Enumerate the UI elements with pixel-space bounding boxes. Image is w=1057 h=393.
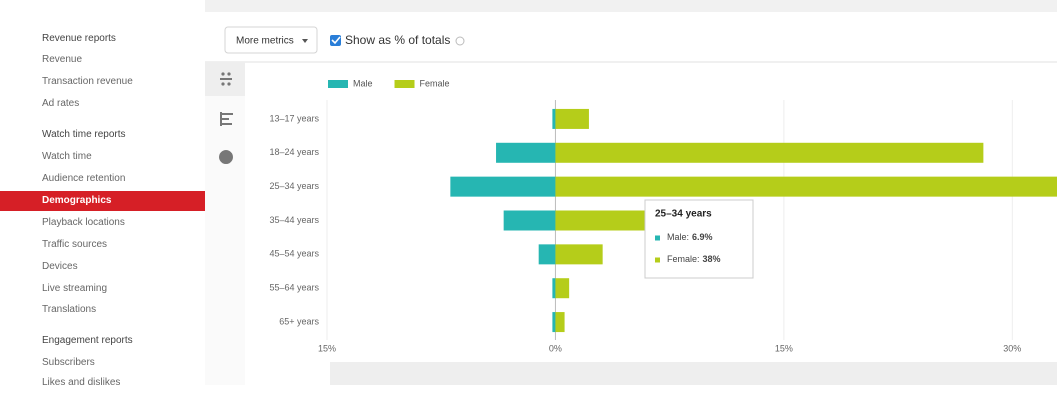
category-label: 18–24 years — [269, 147, 319, 157]
x-tick-label: 15% — [318, 343, 336, 353]
dropdown-arrow — [302, 39, 308, 43]
tooltip-value: 38% — [703, 254, 721, 264]
sidebar-item[interactable]: Revenue — [42, 54, 83, 65]
sidebar-item[interactable]: Watch time reports — [42, 129, 126, 140]
sidebar: Revenue reports Revenue Transaction revenu… — [0, 0, 205, 388]
bar — [538, 244, 556, 265]
bar — [555, 278, 570, 299]
icons — [219, 72, 234, 164]
legend-swatch — [394, 80, 415, 88]
sidebar-item[interactable]: Traffic sources — [42, 239, 108, 250]
bar — [503, 210, 556, 231]
range-scroller[interactable] — [330, 362, 1057, 385]
bar — [555, 108, 589, 129]
tooltip-box — [644, 199, 754, 279]
sidebar-item[interactable]: Playback locations — [42, 217, 125, 228]
sidebar-item[interactable]: Devices — [42, 261, 78, 272]
category-label: 35–44 years — [269, 215, 319, 225]
category-label: 25–34 years — [269, 181, 319, 191]
sidebar-item[interactable]: Subscribers — [42, 357, 95, 368]
bar — [555, 210, 650, 231]
tooltip-item: Female: 38% — [667, 254, 721, 264]
legend-swatch — [328, 80, 348, 88]
category-label: 55–64 years — [269, 283, 319, 293]
sidebar-item[interactable]: Likes and dislikes — [42, 377, 121, 388]
x-tick-label: 30% — [1003, 343, 1021, 353]
bar — [555, 312, 565, 333]
more-metrics-label[interactable]: More metrics — [236, 36, 294, 47]
tooltip-swatch — [655, 235, 660, 241]
sidebar-item[interactable]: Transaction revenue — [42, 76, 133, 87]
main-panel: More metrics Show as % of totals 25–34 y… — [205, 0, 1057, 385]
checkbox[interactable] — [330, 35, 341, 46]
bar — [496, 142, 556, 163]
x-tick-label: 15% — [775, 343, 793, 353]
bar — [552, 108, 556, 129]
tooltip-label: Female: — [667, 254, 700, 264]
sidebar-item[interactable]: Engagement reports — [42, 335, 133, 346]
tooltip-value: 6.9% — [692, 232, 713, 242]
sidebar-item[interactable]: Ad rates — [42, 98, 80, 109]
bar — [555, 176, 1057, 197]
x-tick-label: 0% — [549, 343, 562, 353]
tooltip-swatch — [655, 257, 660, 263]
sidebar-item[interactable]: Audience retention — [42, 173, 126, 184]
bar — [555, 142, 984, 163]
sidebar-item[interactable]: Live streaming — [42, 283, 108, 294]
view-switcher — [205, 62, 245, 385]
category-label: 65+ years — [279, 316, 319, 326]
tooltip-label: Male: — [667, 232, 689, 242]
sidebar-item[interactable]: Translations — [42, 304, 97, 315]
help-icon[interactable] — [455, 36, 465, 46]
plot — [326, 100, 1057, 340]
tooltip-item: Male: 6.9% — [667, 232, 713, 242]
top-strip — [205, 0, 1057, 12]
category-label: 45–54 years — [269, 249, 319, 259]
sidebar-item[interactable]: Demographics — [0, 191, 205, 211]
tooltip: 25–34 years Male: 6.9% Female: 38% — [644, 199, 754, 279]
tooltip-title: 25–34 years — [655, 209, 712, 220]
checkmark — [331, 36, 341, 45]
bar — [555, 244, 603, 265]
sidebar-item[interactable]: Watch time — [42, 151, 92, 162]
sidebar-item[interactable]: Revenue reports — [42, 33, 116, 44]
checkbox-label[interactable]: Show as % of totals — [345, 33, 450, 47]
more-metrics-button[interactable] — [224, 26, 318, 54]
category-label: 13–17 years — [269, 113, 319, 123]
legend-label: Female — [420, 78, 450, 88]
bar — [552, 312, 556, 333]
legend-label: Male — [353, 78, 373, 88]
bar — [552, 278, 556, 299]
bar — [450, 176, 556, 197]
